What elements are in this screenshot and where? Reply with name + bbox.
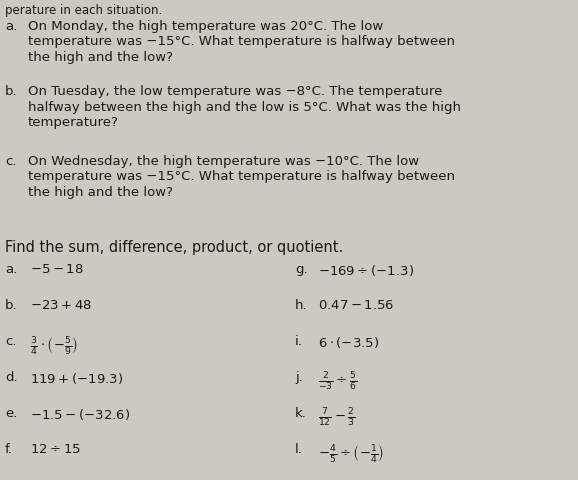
Text: i.: i. xyxy=(295,334,303,347)
Text: $-169\div(-1.3)$: $-169\div(-1.3)$ xyxy=(318,263,414,277)
Text: b.: b. xyxy=(5,85,17,98)
Text: a.: a. xyxy=(5,263,17,276)
Text: the high and the low?: the high and the low? xyxy=(28,51,173,64)
Text: On Monday, the high temperature was 20°C. The low: On Monday, the high temperature was 20°C… xyxy=(28,20,383,33)
Text: l.: l. xyxy=(295,442,303,455)
Text: $6\cdot(-3.5)$: $6\cdot(-3.5)$ xyxy=(318,334,379,349)
Text: Find the sum, difference, product, or quotient.: Find the sum, difference, product, or qu… xyxy=(5,240,343,254)
Text: On Wednesday, the high temperature was −10°C. The low: On Wednesday, the high temperature was −… xyxy=(28,155,419,168)
Text: $119+(-19.3)$: $119+(-19.3)$ xyxy=(30,370,123,385)
Text: $\frac{2}{-3}\div\frac{5}{6}$: $\frac{2}{-3}\div\frac{5}{6}$ xyxy=(318,370,357,392)
Text: the high and the low?: the high and the low? xyxy=(28,186,173,199)
Text: d.: d. xyxy=(5,370,17,383)
Text: $-\frac{4}{5}\div\left(-\frac{1}{4}\right)$: $-\frac{4}{5}\div\left(-\frac{1}{4}\righ… xyxy=(318,442,384,464)
Text: $-1.5-(-32.6)$: $-1.5-(-32.6)$ xyxy=(30,406,130,421)
Text: $0.47-1.56$: $0.47-1.56$ xyxy=(318,299,394,312)
Text: temperature?: temperature? xyxy=(28,116,119,129)
Text: c.: c. xyxy=(5,155,17,168)
Text: e.: e. xyxy=(5,406,17,419)
Text: c.: c. xyxy=(5,334,17,347)
Text: perature in each situation.: perature in each situation. xyxy=(5,4,162,17)
Text: halfway between the high and the low is 5°C. What was the high: halfway between the high and the low is … xyxy=(28,100,461,113)
Text: a.: a. xyxy=(5,20,17,33)
Text: $\frac{3}{4}\cdot\left(-\frac{5}{9}\right)$: $\frac{3}{4}\cdot\left(-\frac{5}{9}\righ… xyxy=(30,334,78,356)
Text: $12\div 15$: $12\div 15$ xyxy=(30,442,81,455)
Text: $\frac{7}{12}-\frac{2}{3}$: $\frac{7}{12}-\frac{2}{3}$ xyxy=(318,406,355,428)
Text: g.: g. xyxy=(295,263,307,276)
Text: On Tuesday, the low temperature was −8°C. The temperature: On Tuesday, the low temperature was −8°C… xyxy=(28,85,442,98)
Text: temperature was −15°C. What temperature is halfway between: temperature was −15°C. What temperature … xyxy=(28,170,455,183)
Text: $-5-18$: $-5-18$ xyxy=(30,263,84,276)
Text: j.: j. xyxy=(295,370,303,383)
Text: $-23+48$: $-23+48$ xyxy=(30,299,92,312)
Text: b.: b. xyxy=(5,299,17,312)
Text: h.: h. xyxy=(295,299,307,312)
Text: k.: k. xyxy=(295,406,307,419)
Text: temperature was −15°C. What temperature is halfway between: temperature was −15°C. What temperature … xyxy=(28,36,455,48)
Text: f.: f. xyxy=(5,442,13,455)
